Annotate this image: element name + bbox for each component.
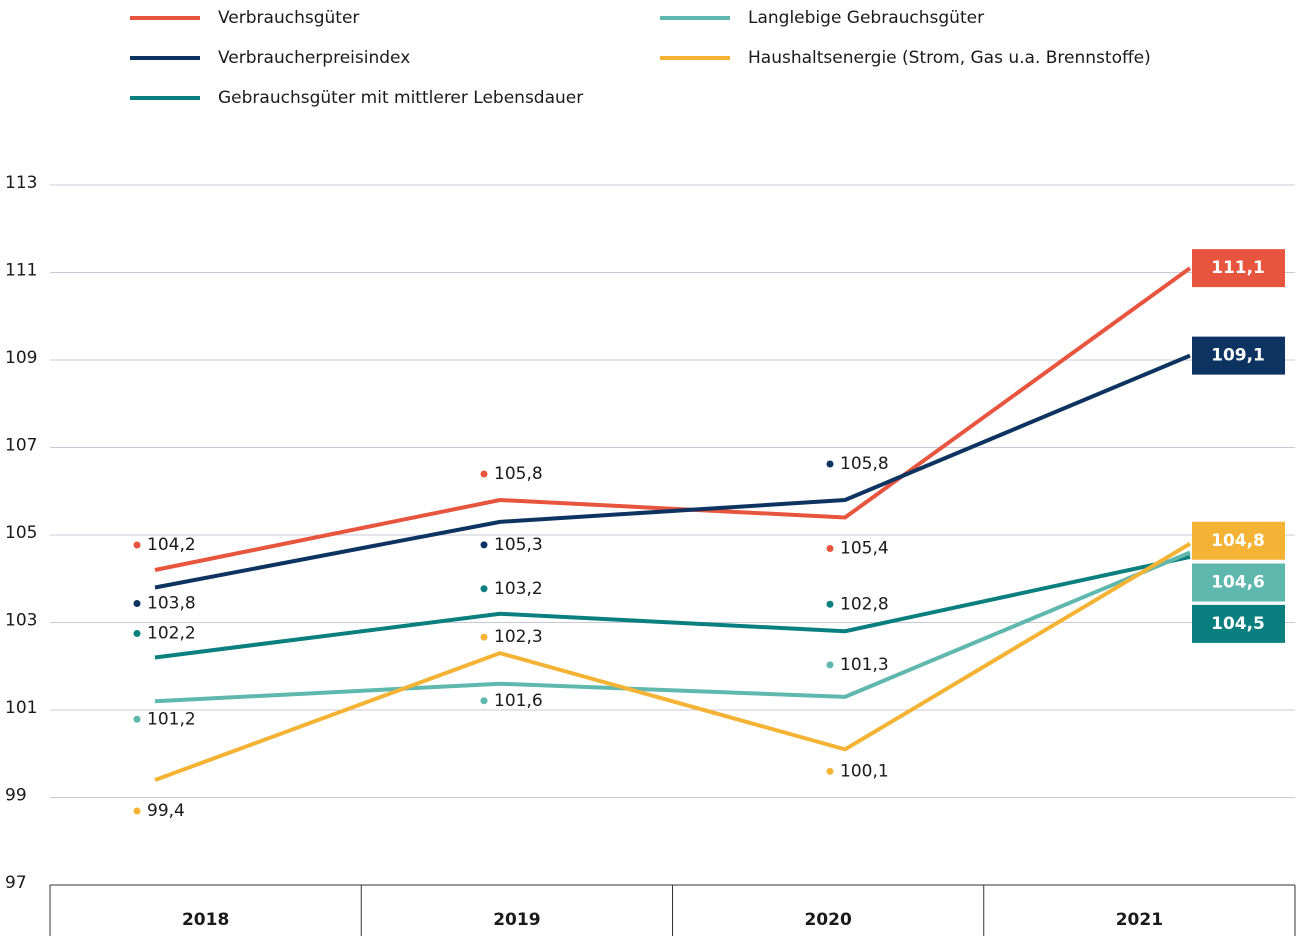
y-tick-label: 97 [5,873,27,893]
label-dot [826,661,834,669]
legend-label: Gebrauchsgüter mit mittlerer Lebensdauer [218,88,583,108]
y-tick-label: 101 [5,698,37,718]
label-box [1192,336,1285,375]
label-dot [133,807,141,815]
label-box [1192,604,1285,643]
data-label: 102,3 [494,627,543,647]
data-label: 103,2 [494,579,543,599]
legend-label: Verbrauchsgüter [218,8,359,28]
data-label: 103,8 [147,594,196,614]
label-dot [133,715,141,723]
label-box [1192,563,1285,602]
x-tick-label: 2018 [182,910,229,930]
label-dot [133,541,141,549]
data-label: 105,3 [494,535,543,555]
data-label: 105,4 [840,539,889,559]
data-label: 100,1 [840,761,889,781]
y-tick-label: 109 [5,348,37,368]
x-tick-label: 2020 [804,910,851,930]
data-label: 105,8 [840,454,889,474]
legend-label: Haushaltsenergie (Strom, Gas u.a. Brenns… [748,48,1151,68]
data-label: 101,6 [494,691,543,711]
y-tick-label: 113 [5,173,37,193]
data-label: 99,4 [147,801,185,821]
label-box [1192,521,1285,560]
label-dot [826,767,834,775]
label-dot [480,470,488,478]
series-line [154,353,1191,590]
legend-label: Langlebige Gebrauchsgüter [748,8,984,28]
y-tick-label: 99 [5,786,27,806]
label-dot [480,541,488,549]
series-line [154,266,1192,572]
label-dot [480,697,488,705]
y-tick-label: 103 [5,611,37,631]
label-dot [133,600,141,607]
data-label: 101,2 [147,709,196,729]
data-label: 105,8 [494,464,543,484]
data-label: 109,1 [1211,346,1265,366]
label-dot [480,585,488,593]
data-label: 101,3 [840,655,889,675]
y-tick-label: 111 [5,261,37,281]
data-label: 104,8 [1211,531,1265,551]
legend-label: Verbraucherpreisindex [218,48,410,68]
label-dot [480,633,488,641]
series-line [154,542,1192,782]
x-tick-label: 2021 [1116,910,1163,930]
y-tick-label: 105 [5,523,37,543]
label-dot [133,630,141,637]
label-dot [826,600,834,608]
data-label: 102,8 [840,594,889,614]
series-line [154,550,1191,704]
data-label: 104,6 [1211,573,1265,593]
y-tick-label: 107 [5,436,37,456]
data-label: 104,5 [1211,614,1265,634]
series-line [154,554,1191,660]
x-tick-label: 2019 [493,910,540,930]
data-label: 104,2 [147,535,196,555]
label-dot [826,460,834,468]
data-label: 111,1 [1211,258,1265,278]
data-label: 102,2 [147,624,196,644]
label-box [1192,249,1285,288]
label-dot [826,545,834,552]
